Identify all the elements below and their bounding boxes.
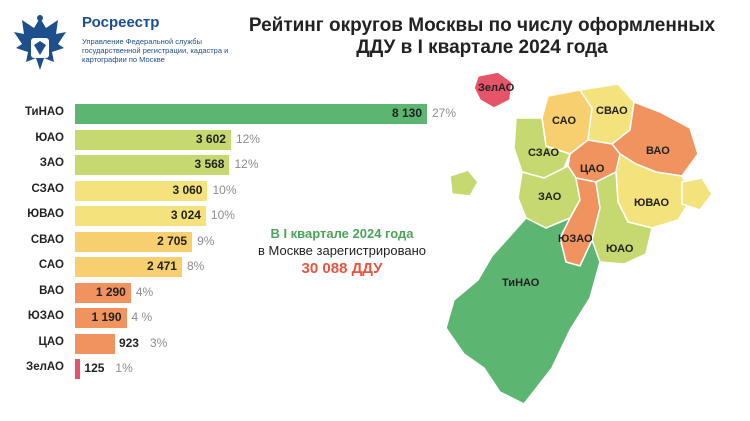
map-label-yuvao: ЮВАО bbox=[634, 197, 670, 209]
map-label-yuao: ЮАО bbox=[606, 243, 634, 255]
bar: 3 024 bbox=[75, 206, 206, 226]
percent-label: 1% bbox=[115, 361, 133, 375]
map-district-zelao bbox=[473, 71, 513, 109]
bar: 1 290 bbox=[75, 282, 131, 303]
category-label: САО bbox=[38, 259, 64, 271]
bar-row: ЗелАО 125 1% bbox=[0, 359, 470, 379]
value-label: 3 602 bbox=[195, 131, 226, 146]
value-label: 1 190 bbox=[91, 310, 122, 324]
value-label: 1 290 bbox=[95, 284, 126, 299]
bar bbox=[75, 333, 115, 354]
percent-label: 4% bbox=[135, 284, 154, 299]
eagle-emblem-icon bbox=[14, 15, 66, 70]
map-label-yuzao: ЮЗАО bbox=[558, 233, 593, 245]
category-label: СВАО bbox=[30, 233, 64, 246]
bar: 2 705 bbox=[75, 231, 193, 252]
percent-label: 27% bbox=[432, 106, 457, 120]
bar: 2 471 bbox=[75, 257, 182, 277]
annotation-total: 30 088 ДДУ bbox=[301, 260, 383, 277]
moscow-districts-map: ЗелАО САО СВАО СЗАО ВАО ЦАО ЗАО ЮВАО ЮЗА… bbox=[445, 71, 713, 405]
value-label: 2 705 bbox=[157, 233, 188, 248]
value-label: 923 bbox=[118, 335, 139, 350]
map-exclave-west bbox=[449, 169, 479, 197]
percent-label: 9% bbox=[197, 233, 215, 248]
category-label: ЦАО bbox=[38, 335, 65, 348]
bar-row: ЦАО 923 3% bbox=[0, 333, 470, 354]
map-label-vao: ВАО bbox=[646, 145, 670, 157]
map-label-cao: ЦАО bbox=[580, 163, 605, 175]
annotation-line-1: В I квартале 2024 года bbox=[270, 226, 414, 241]
category-label: ВАО bbox=[39, 284, 64, 297]
bar-row: ЮВАО 3 024 10% bbox=[0, 206, 470, 226]
bar-row: СВАО 2 705 9% bbox=[0, 231, 470, 252]
value-label: 3 568 bbox=[194, 157, 225, 171]
percent-label: 3% bbox=[149, 335, 168, 350]
map-label-zelao: ЗелАО bbox=[478, 82, 515, 94]
chart-title: Рейтинг округов Москвы по числу оформлен… bbox=[232, 15, 732, 59]
bar-row: ТиНАО 8 130 27% bbox=[0, 104, 470, 124]
percent-label: 10% bbox=[210, 208, 235, 222]
value-label: 8 130 bbox=[391, 106, 422, 120]
category-label: ЮАО bbox=[35, 131, 64, 144]
percent-label: 12% bbox=[234, 157, 259, 171]
bar: 3 568 bbox=[75, 155, 230, 175]
map-district-yuao bbox=[591, 170, 653, 265]
value-label: 2 471 bbox=[146, 259, 177, 273]
bar-chart: ТиНАО 8 130 27% ЮАО 3 602 12% ЗАО 3 568 12% СЗАО 3… bbox=[0, 100, 470, 385]
value-label: 125 bbox=[84, 361, 105, 375]
bar: 3 602 bbox=[75, 129, 231, 150]
bar bbox=[75, 359, 81, 379]
rosreestr-logo: Росреестр Управление Федеральной службы … bbox=[12, 10, 228, 90]
title-line-2: ДДУ в I квартале 2024 года bbox=[356, 37, 608, 58]
map-district-tinao bbox=[445, 216, 601, 405]
percent-label: 4 % bbox=[131, 310, 153, 324]
value-label: 3 024 bbox=[170, 208, 201, 222]
map-exclave-east bbox=[681, 177, 713, 211]
map-label-svao: СВАО bbox=[596, 105, 628, 117]
bar-row: ЗАО 3 568 12% bbox=[0, 155, 470, 175]
percent-label: 12% bbox=[235, 131, 260, 146]
bar: 3 060 bbox=[75, 180, 208, 201]
category-label: ЗелАО bbox=[25, 361, 64, 373]
bar-row: ЮЗАО 1 190 4 % bbox=[0, 308, 470, 328]
category-label: ТиНАО bbox=[24, 106, 64, 118]
bar: 8 130 bbox=[75, 104, 427, 124]
bar: 1 190 bbox=[75, 308, 127, 328]
bar-row: ЮАО 3 602 12% bbox=[0, 129, 470, 150]
map-label-tinao: ТиНАО bbox=[502, 277, 540, 289]
category-label: ЮЗАО bbox=[27, 310, 64, 322]
map-label-zao: ЗАО bbox=[538, 191, 562, 203]
org-subtitle: Управление Федеральной службы государств… bbox=[82, 37, 229, 64]
annotation-line-2: в Москве зарегистрировано bbox=[258, 243, 426, 258]
map-label-sao: САО bbox=[552, 115, 576, 127]
bar-row: ВАО 1 290 4% bbox=[0, 282, 470, 303]
category-label: ЮВАО bbox=[27, 208, 64, 220]
percent-label: 10% bbox=[212, 182, 237, 197]
category-label: СЗАО bbox=[31, 182, 64, 195]
map-label-szao: СЗАО bbox=[528, 147, 559, 159]
value-label: 3 060 bbox=[172, 182, 203, 197]
org-name: Росреестр bbox=[82, 14, 160, 31]
percent-label: 8% bbox=[186, 259, 205, 273]
category-label: ЗАО bbox=[39, 157, 64, 169]
bar-row: САО 2 471 8% bbox=[0, 257, 470, 277]
summary-annotation: В I квартале 2024 года в Москве зарегист… bbox=[237, 225, 447, 279]
bar-row: СЗАО 3 060 10% bbox=[0, 180, 470, 201]
title-line-1: Рейтинг округов Москвы по числу оформлен… bbox=[248, 15, 716, 36]
